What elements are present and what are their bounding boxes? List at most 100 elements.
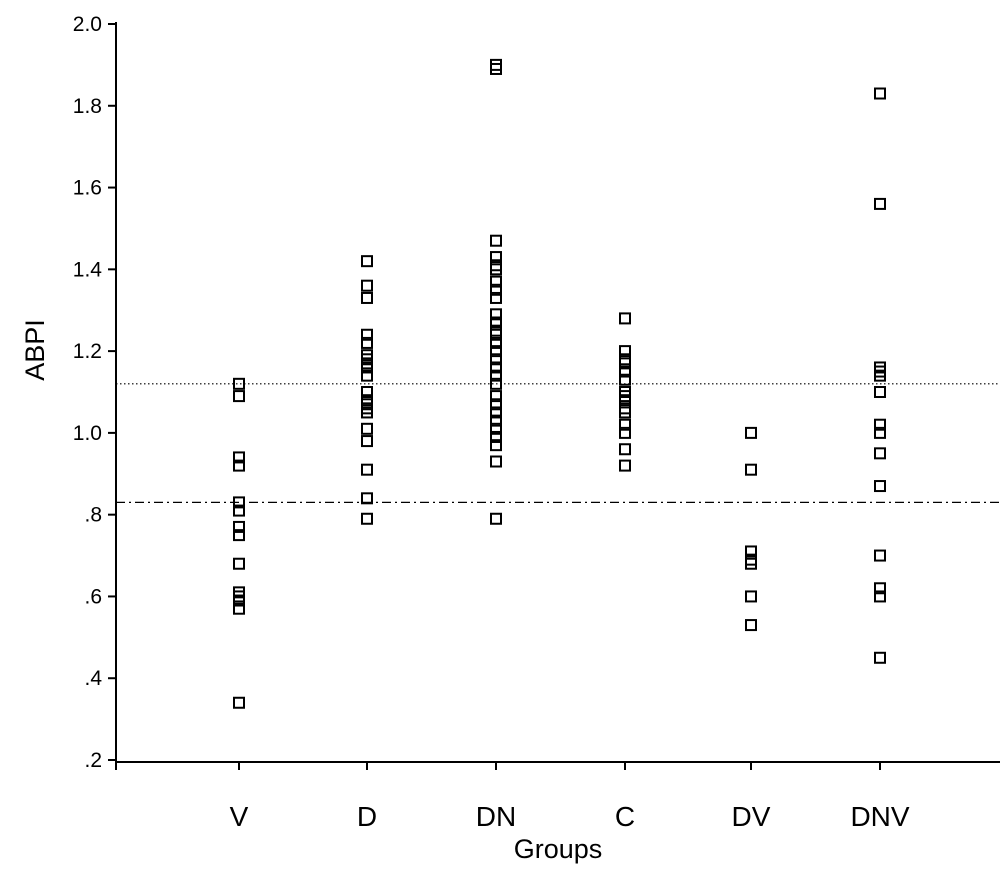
data-point [874, 590, 886, 603]
y-tick-label: .4 [84, 667, 102, 690]
data-point [619, 345, 631, 358]
data-point [619, 406, 631, 419]
data-point [361, 328, 373, 341]
y-tick-label: 1.4 [73, 258, 103, 281]
data-point [233, 557, 245, 570]
data-point [490, 316, 502, 329]
data-point [233, 529, 245, 542]
category-label: DN [476, 801, 516, 832]
data-point [745, 557, 757, 570]
data-point [490, 283, 502, 296]
y-tick-label: .2 [84, 749, 102, 772]
data-point [233, 504, 245, 517]
data-point [233, 390, 245, 403]
x-axis-title: Groups [514, 834, 603, 864]
data-point [490, 291, 502, 304]
data-point [490, 275, 502, 288]
data-point [233, 594, 245, 607]
data-point [745, 463, 757, 476]
y-tick-label: 1.6 [73, 177, 102, 200]
data-point [619, 394, 631, 407]
data-point [874, 447, 886, 460]
data-point [490, 353, 502, 366]
y-tick-label: 1.8 [73, 95, 102, 118]
y-ticks: 2.0 1.8 1.6 1.4 1.2 1.0 .8 .6 .4 .2 [73, 13, 116, 772]
data-point [233, 459, 245, 472]
data-point [361, 279, 373, 292]
data-point [619, 312, 631, 325]
data-point [745, 426, 757, 439]
data-point [619, 357, 631, 370]
category-label: V [230, 801, 249, 832]
data-point [745, 545, 757, 558]
data-point [361, 255, 373, 268]
data-point [490, 430, 502, 443]
data-point [874, 582, 886, 595]
y-tick-label: 2.0 [73, 13, 102, 36]
y-tick-label: 1.0 [73, 422, 102, 445]
data-point [361, 361, 373, 374]
data-point [619, 373, 631, 386]
data-point [361, 386, 373, 398]
data-point [490, 263, 502, 276]
category-label: DV [732, 801, 771, 832]
data-point [874, 549, 886, 562]
axes [115, 22, 1000, 763]
data-point [490, 439, 502, 452]
data-point [361, 369, 373, 382]
data-point [619, 443, 631, 456]
data-point [233, 451, 245, 464]
data-point [874, 418, 886, 431]
data-point [490, 512, 502, 525]
data-point [490, 398, 502, 411]
data-point [874, 369, 886, 382]
reference-lines [116, 383, 1000, 503]
category-label: C [615, 801, 635, 832]
data-point [490, 406, 502, 419]
data-point [233, 602, 245, 615]
data-point [619, 426, 631, 439]
data-point [490, 361, 502, 374]
data-point [619, 459, 631, 472]
data-point [874, 197, 886, 210]
data-point [619, 365, 631, 378]
data-point [233, 696, 245, 709]
data-point [619, 418, 631, 431]
y-tick-label: .8 [84, 504, 102, 527]
x-ticks: V D DN C DV DNV [115, 762, 910, 832]
data-point [490, 62, 502, 75]
data-point [490, 455, 502, 468]
data-point [490, 369, 502, 382]
data-point [361, 435, 373, 448]
data-point [874, 426, 886, 439]
data-point [490, 422, 502, 435]
data-point [490, 336, 502, 349]
data-point [874, 480, 886, 493]
data-point [361, 422, 373, 435]
data-point [745, 619, 757, 632]
data-point [361, 492, 373, 505]
data-point [874, 87, 886, 100]
y-axis-title: ABPI [20, 319, 50, 381]
data-point [490, 308, 502, 321]
data-point [490, 390, 502, 403]
data-point [233, 496, 245, 509]
data-point [233, 520, 245, 533]
data-point [874, 651, 886, 664]
data-points [233, 58, 886, 709]
data-point [745, 590, 757, 603]
data-point [361, 512, 373, 525]
data-point [361, 336, 373, 349]
data-point [490, 328, 502, 341]
data-point [490, 251, 502, 264]
y-tick-label: 1.2 [73, 340, 102, 363]
y-tick-label: .6 [84, 585, 102, 608]
data-point [490, 234, 502, 247]
data-point [490, 345, 502, 358]
category-label: D [357, 801, 377, 832]
category-label: DNV [850, 801, 909, 832]
data-point [874, 386, 886, 398]
data-point [361, 463, 373, 476]
data-point [361, 406, 373, 419]
